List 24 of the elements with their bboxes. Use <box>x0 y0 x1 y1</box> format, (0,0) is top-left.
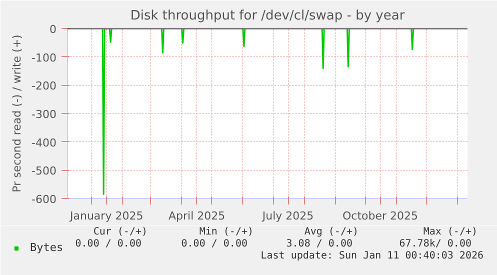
chart-title: Disk throughput for /dev/cl/swap - by year <box>130 8 406 24</box>
text: Last update: Sun Jan 11 00:40:03 2026 <box>260 250 484 262</box>
text: 67.78k/ 0.00 <box>399 238 472 250</box>
x-tick-label: January 2025 <box>69 210 144 222</box>
y-tick-label: -400 <box>32 136 57 150</box>
text: 3.08 / 0.00 <box>286 238 352 250</box>
y-tick-label: -100 <box>32 51 57 64</box>
text: 0.00 / 0.00 <box>181 238 248 250</box>
text: Avg (-/+) <box>304 226 359 238</box>
y-tick-label: -300 <box>32 108 57 121</box>
x-tick-label: October 2025 <box>342 210 418 222</box>
y-tick-label: -500 <box>32 164 57 178</box>
legend-label: Bytes <box>30 241 64 254</box>
text: 0.00 / 0.00 <box>75 238 142 250</box>
x-tick-label: April 2025 <box>168 210 226 222</box>
x-tick-label: July 2025 <box>261 210 314 222</box>
line-series <box>68 28 468 195</box>
y-tick-label: -200 <box>32 80 57 93</box>
text: Cur (-/+) <box>93 226 148 238</box>
y-tick-label: 0 <box>50 23 56 36</box>
text: Max (-/+) <box>423 226 478 238</box>
y-tick-label: -600 <box>32 193 57 206</box>
text: Min (-/+) <box>199 226 254 238</box>
y-axis-title: Pr second read (-) / write (+) <box>10 34 24 192</box>
